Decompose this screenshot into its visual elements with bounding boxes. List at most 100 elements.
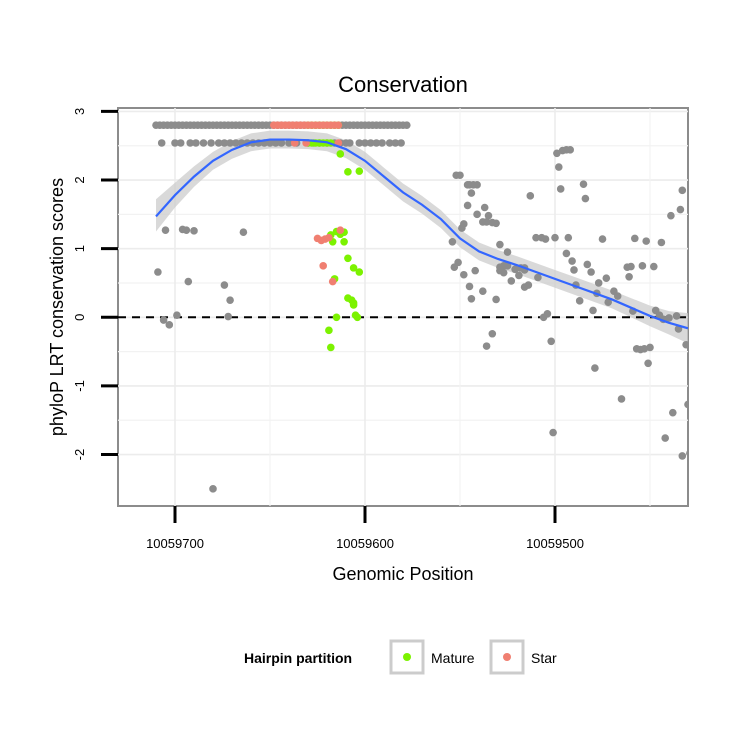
data-point-other: [492, 219, 500, 228]
data-point-other: [672, 312, 681, 320]
data-point-other: [549, 428, 557, 437]
legend-point-star: [503, 653, 511, 661]
data-point-other: [642, 237, 650, 245]
data-point-mature: [340, 238, 348, 246]
data-point-star: [328, 277, 337, 286]
data-point-other: [460, 270, 468, 279]
data-point-other: [667, 211, 675, 220]
data-point-other: [547, 337, 555, 346]
data-point-other: [579, 180, 588, 188]
data-point-other: [448, 238, 457, 246]
data-point-other: [570, 266, 578, 274]
x-tick-label: 10059500: [526, 536, 584, 551]
data-point-other: [625, 273, 633, 281]
legend-item-mature: Mature: [389, 639, 475, 675]
data-point-other: [496, 240, 504, 249]
data-point-star: [290, 139, 299, 147]
chart-title: Conservation: [338, 72, 468, 97]
data-point-other: [482, 342, 491, 350]
data-point-other: [644, 359, 652, 368]
data-point-other: [676, 205, 685, 214]
data-point-other: [564, 233, 573, 242]
data-point-other: [157, 139, 166, 147]
data-point-other: [581, 194, 590, 203]
data-point-other: [285, 139, 293, 147]
data-point-mature: [344, 168, 352, 176]
data-point-other: [520, 283, 529, 291]
data-point-other: [543, 310, 552, 318]
legend-point-mature: [403, 653, 411, 661]
gridlines: [118, 108, 688, 506]
data-point-other: [346, 139, 354, 147]
x-tick-label: 10059600: [336, 536, 394, 551]
data-point-other: [182, 226, 191, 234]
data-point-other: [226, 139, 234, 147]
data-point-other: [480, 203, 489, 212]
x-tick-label: 10059700: [146, 536, 204, 551]
legend-title: Hairpin partition: [244, 650, 352, 666]
data-point-other: [492, 295, 500, 304]
data-point-other: [385, 139, 394, 147]
smooth-line-layer: [155, 138, 688, 330]
data-point-other: [562, 249, 571, 258]
data-point-other: [403, 121, 411, 129]
data-point-other: [556, 185, 565, 193]
data-point-other: [199, 139, 208, 147]
data-point-other: [226, 296, 234, 304]
data-point-other: [661, 434, 669, 442]
data-point-other: [555, 163, 563, 171]
data-point-other: [165, 321, 174, 329]
data-point-other: [594, 279, 603, 287]
data-point-other: [456, 171, 464, 180]
data-point-other: [532, 233, 540, 242]
legend-label-mature: Mature: [431, 650, 475, 666]
data-point-other: [361, 139, 369, 147]
data-point-other: [686, 449, 688, 457]
data-point-other: [224, 312, 232, 321]
data-point-other: [176, 139, 185, 147]
data-point-other: [553, 149, 561, 158]
y-tick-label: 2: [72, 176, 87, 183]
data-point-other: [589, 306, 597, 315]
data-point-other: [159, 316, 168, 324]
data-point-other: [678, 452, 687, 460]
data-point-other: [366, 139, 375, 147]
y-tick-label: 3: [72, 108, 87, 115]
data-point-other: [232, 139, 240, 147]
legend-label-star: Star: [531, 650, 557, 666]
data-point-other: [604, 298, 612, 306]
data-point-other: [515, 271, 523, 280]
data-point-other: [602, 274, 611, 282]
data-point-mature: [336, 150, 345, 158]
data-point-star: [336, 226, 345, 234]
data-point-other: [640, 345, 649, 353]
y-tick-label: 1: [72, 245, 87, 252]
data-point-other: [669, 408, 677, 417]
data-point-other: [613, 292, 622, 300]
data-point-mature: [355, 268, 364, 276]
data-point-other: [154, 268, 162, 276]
data-point-other: [266, 139, 274, 147]
data-point-other: [638, 262, 647, 270]
data-point-mature: [355, 167, 364, 175]
data-point-other: [598, 235, 607, 243]
data-point-other: [526, 192, 535, 200]
data-point-other: [650, 262, 658, 271]
data-point-other: [161, 226, 170, 234]
data-point-other: [568, 257, 576, 265]
data-point-other: [507, 277, 516, 285]
data-point-star: [319, 262, 328, 270]
data-point-other: [372, 139, 381, 147]
data-point-star: [325, 233, 333, 242]
data-point-other: [682, 340, 688, 349]
data-point-other: [465, 282, 474, 291]
data-point-other: [488, 329, 497, 338]
data-point-other: [471, 266, 480, 275]
data-point-mature: [349, 264, 358, 272]
data-point-mature: [353, 313, 362, 322]
data-point-star: [334, 121, 343, 129]
data-point-other: [271, 139, 280, 147]
data-point-other: [503, 262, 512, 270]
